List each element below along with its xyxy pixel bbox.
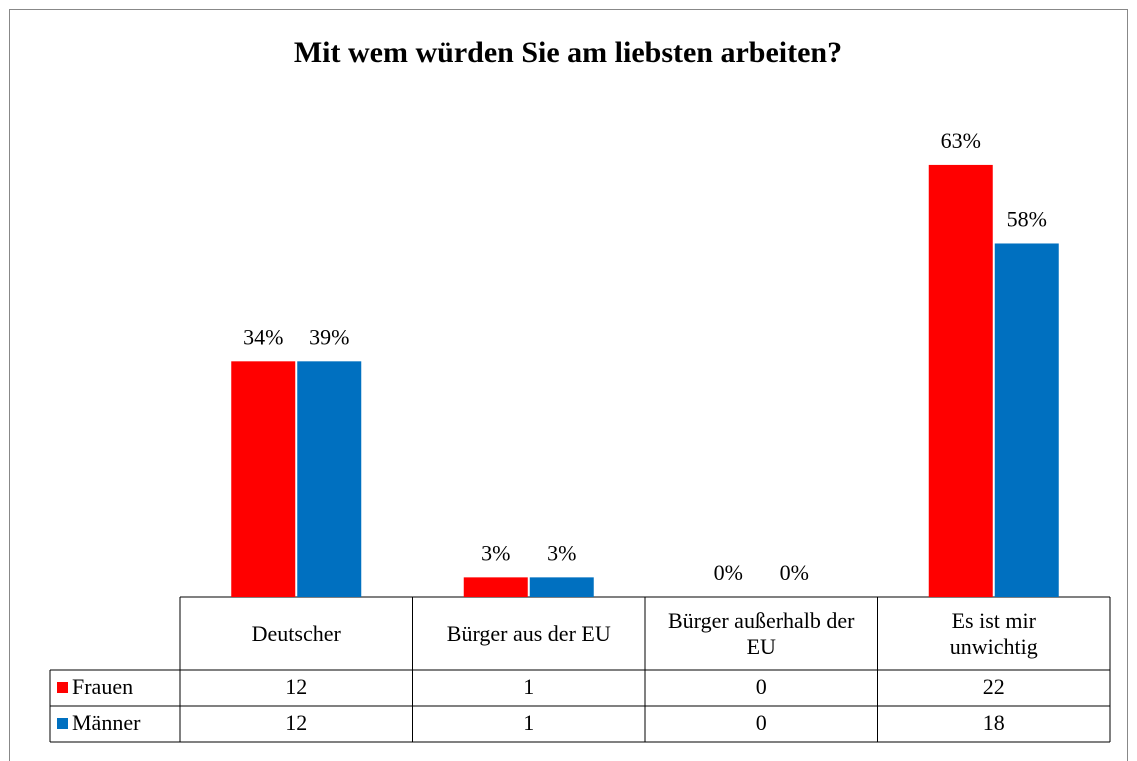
data-label: 3%: [481, 540, 510, 565]
category-cell: Deutscher: [251, 620, 341, 646]
table-value: 18: [983, 710, 1005, 735]
bar: [529, 577, 594, 597]
bar: [297, 361, 362, 597]
table-value: 0: [756, 674, 767, 699]
bar: [463, 577, 528, 597]
legend-label: Männer: [72, 710, 141, 735]
data-label: 0%: [780, 560, 809, 585]
category-cell: Es ist mir unwichtig: [949, 607, 1038, 659]
data-label: 0%: [714, 560, 743, 585]
category-cell: Bürger aus der EU: [446, 620, 611, 646]
x-tick-label: Bürger außerhalb der EU: [667, 607, 855, 659]
table-value: 22: [983, 674, 1005, 699]
bar: [994, 243, 1059, 598]
data-label: 58%: [1007, 207, 1047, 232]
data-label: 34%: [243, 324, 283, 349]
data-label: 3%: [547, 540, 576, 565]
table-value: 1: [523, 710, 534, 735]
bar: [928, 164, 993, 598]
chart-border: [9, 9, 1128, 761]
bar: [231, 361, 296, 597]
legend-swatch: [57, 682, 68, 693]
x-tick-label: Deutscher: [251, 620, 341, 646]
data-label: 39%: [309, 324, 349, 349]
table-value: 0: [756, 710, 767, 735]
table-value: 1: [523, 674, 534, 699]
data-label: 63%: [941, 128, 981, 153]
legend-swatch: [57, 718, 68, 729]
table-value: 12: [285, 674, 307, 699]
chart-title: Mit wem würden Sie am liebsten arbeiten?: [294, 36, 842, 69]
legend-label: Frauen: [72, 674, 133, 699]
table-value: 12: [285, 710, 307, 735]
x-tick-label: Es ist mir unwichtig: [949, 607, 1038, 659]
x-tick-label: Bürger aus der EU: [446, 620, 611, 646]
category-cell: Bürger außerhalb der EU: [667, 607, 855, 659]
